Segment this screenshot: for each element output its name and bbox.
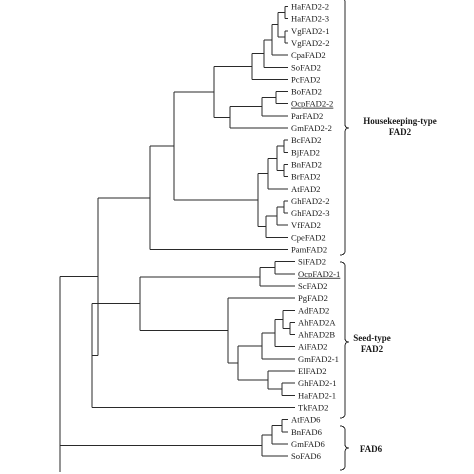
leaf-label: GmFAD6 <box>291 439 325 449</box>
leaf-label: BcFAD2 <box>291 135 321 145</box>
leaf-label: BnFAD6 <box>291 427 323 437</box>
leaf-label: VgFAD2-1 <box>291 26 330 36</box>
tree-branches <box>59 6 295 472</box>
leaf-label: GmFAD2-1 <box>298 354 339 364</box>
leaf-label: PamFAD2 <box>291 245 327 255</box>
leaf-label: ScFAD2 <box>298 281 327 291</box>
clade-label: FAD2 <box>389 127 412 137</box>
leaf-label: OcpFAD2-1 <box>298 269 340 279</box>
leaf-label: TkFAD2 <box>298 402 328 412</box>
leaf-label: BnFAD2 <box>291 159 322 169</box>
leaf-label: AhFAD2A <box>298 317 336 327</box>
clade-label: Seed-type <box>353 333 391 343</box>
clade-bracket <box>339 425 350 471</box>
leaf-label: CpeFAD2 <box>291 232 326 242</box>
leaf-label: CpaFAD2 <box>291 50 326 60</box>
leaf-label: AiFAD2 <box>298 342 327 352</box>
clade-label: Housekeeping-type <box>363 116 437 126</box>
leaf-label: HaFAD2-2 <box>291 2 329 12</box>
leaf-label: VgFAD2-2 <box>291 38 330 48</box>
clade-label: FAD6 <box>360 444 383 454</box>
leaf-label: VfFAD2 <box>291 220 321 230</box>
leaf-label: BoFAD2 <box>291 87 322 97</box>
leaf-label: AhFAD2B <box>298 330 335 340</box>
leaf-label: PgFAD2 <box>298 293 328 303</box>
leaf-label: GhFAD2-2 <box>291 196 330 206</box>
leaf-label: SoFAD2 <box>291 62 321 72</box>
clade-bracket <box>339 0 350 256</box>
leaf-label: BjFAD2 <box>291 147 320 157</box>
clade-bracket <box>339 261 350 419</box>
leaf-label: SoFAD6 <box>291 451 322 461</box>
leaf-label: SiFAD2 <box>298 257 326 267</box>
leaf-label: OcpFAD2-2 <box>291 99 333 109</box>
leaf-label: GhFAD2-1 <box>298 378 337 388</box>
leaf-label: HaFAD2-1 <box>298 390 336 400</box>
clade-brackets <box>339 0 350 471</box>
leaf-labels: HaFAD2-2 HaFAD2-3 VgFAD2-1 VgFAD2-2 CpaFAD2 S… <box>291 2 340 462</box>
leaf-label: GmFAD2-2 <box>291 123 332 133</box>
leaf-label: ElFAD2 <box>298 366 327 376</box>
leaf-label: GhFAD2-3 <box>291 208 330 218</box>
leaf-label: HaFAD2-3 <box>291 14 329 24</box>
leaf-label: BrFAD2 <box>291 172 320 182</box>
leaf-label: ParFAD2 <box>291 111 323 121</box>
leaf-label: AtFAD6 <box>291 415 321 425</box>
clade-label: FAD2 <box>361 344 384 354</box>
leaf-label: AtFAD2 <box>291 184 320 194</box>
leaf-label: AdFAD2 <box>298 305 329 315</box>
leaf-label: PcFAD2 <box>291 74 320 84</box>
